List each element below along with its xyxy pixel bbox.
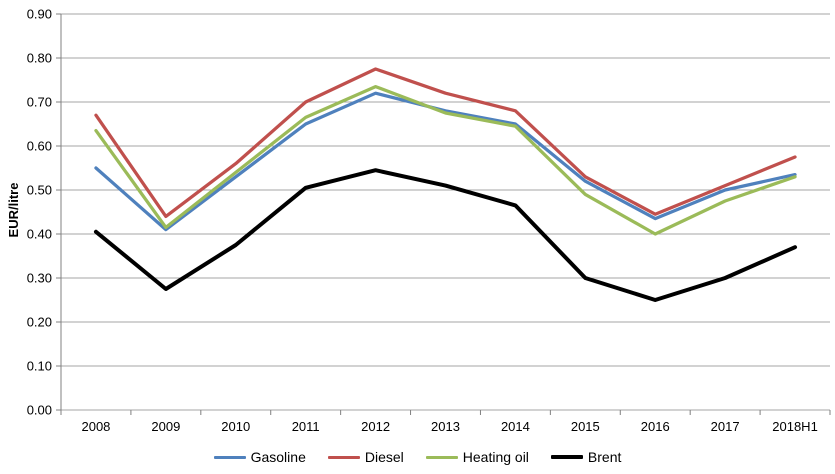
x-tick-label: 2014 — [501, 419, 530, 434]
x-tick-label: 2009 — [151, 419, 180, 434]
x-tick-label: 2018H1 — [772, 419, 818, 434]
legend-item-brent: Brent — [550, 449, 622, 465]
y-tick-label: 0.40 — [27, 227, 52, 242]
y-tick-label: 0.20 — [27, 315, 52, 330]
x-tick-label: 2011 — [292, 419, 320, 434]
legend: Gasoline Diesel Heating oil Brent — [0, 449, 835, 465]
series-line-gasoline — [94, 91, 797, 232]
legend-item-gasoline: Gasoline — [213, 449, 306, 465]
legend-line-swatch — [213, 455, 246, 459]
series-line-brent — [93, 168, 798, 302]
x-tick-label: 2017 — [711, 419, 740, 434]
y-tick-label: 0.30 — [27, 271, 52, 286]
y-tick-label: 0.00 — [27, 403, 52, 418]
series-line-diesel — [94, 67, 797, 219]
legend-label: Brent — [587, 449, 622, 465]
legend-line-swatch — [327, 455, 360, 459]
legend-line-swatch — [550, 455, 583, 459]
legend-label: Diesel — [364, 449, 404, 465]
y-tick-label: 0.50 — [27, 183, 52, 198]
y-tick-label: 0.10 — [27, 359, 52, 374]
series-line-heating-oil — [94, 84, 797, 236]
x-tick-label: 2013 — [431, 419, 460, 434]
y-tick-label: 0.90 — [27, 7, 52, 22]
x-tick-label: 2010 — [221, 419, 250, 434]
legend-item-diesel: Diesel — [327, 449, 404, 465]
x-tick-label: 2016 — [641, 419, 670, 434]
x-tick-label: 2008 — [81, 419, 110, 434]
y-tick-label: 0.80 — [27, 51, 52, 66]
legend-item-heating-oil: Heating oil — [425, 449, 529, 465]
y-tick-label: 0.60 — [27, 139, 52, 154]
x-tick-label: 2012 — [361, 419, 390, 434]
y-axis-title: EUR/litre — [6, 182, 21, 238]
legend-label: Heating oil — [462, 449, 529, 465]
legend-line-swatch — [425, 455, 458, 459]
legend-label: Gasoline — [250, 449, 306, 465]
y-tick-label: 0.70 — [27, 95, 52, 110]
x-tick-label: 2015 — [571, 419, 600, 434]
